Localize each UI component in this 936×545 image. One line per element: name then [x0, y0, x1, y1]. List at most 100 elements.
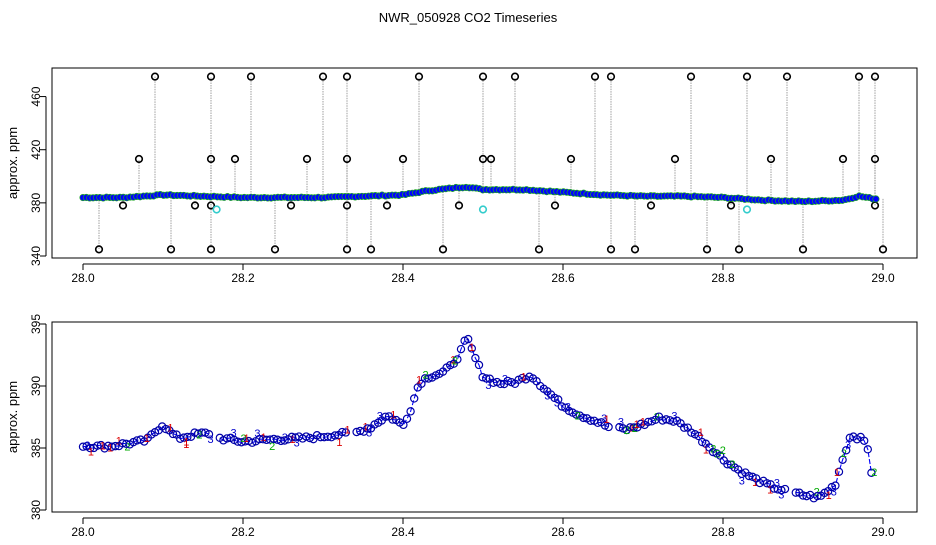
- top-outlier-point: [342, 72, 352, 81]
- bottom-data-point: [280, 436, 289, 445]
- top-y-tick-label: 380: [29, 193, 43, 213]
- bottom-data-point: [402, 414, 412, 423]
- top-flagged-point: [212, 205, 221, 214]
- top-x-tick-label: 28.2: [231, 271, 255, 285]
- bottom-point-label: 1: [336, 437, 342, 449]
- bottom-y-axis-label: approx. ppm: [5, 381, 20, 453]
- bottom-data-point: [474, 360, 484, 370]
- bottom-point-label: 3: [254, 428, 260, 440]
- top-flagged-point: [742, 205, 752, 214]
- bottom-point-label: 2: [575, 410, 581, 422]
- bottom-data-point: [424, 374, 433, 383]
- bottom-x-tick-label: 28.0: [71, 525, 95, 539]
- top-baseline-point: [872, 195, 880, 203]
- bottom-point-label: 1: [344, 424, 350, 436]
- bottom-data-point: [744, 471, 754, 481]
- top-outlier-point: [206, 154, 216, 164]
- bottom-point-label: 3: [554, 397, 560, 409]
- bottom-point-label: 3: [502, 374, 508, 386]
- top-panel: approx. ppm 28.0 28.2 28.4 28.6 28.8 29.0 340 3…: [5, 67, 918, 285]
- bottom-point-label: 1: [167, 423, 173, 435]
- top-outlier-point: [510, 72, 520, 81]
- bottom-axes: 28.0 28.2 28.4 28.6 28.8 29.0 380 385 390 395: [29, 314, 895, 539]
- bottom-data-point: [593, 418, 603, 428]
- top-outlier-point: [550, 201, 560, 210]
- bottom-data-point: [85, 443, 95, 453]
- top-outlier-point: [118, 201, 128, 210]
- bottom-data-point: [557, 402, 567, 411]
- bottom-x-tick-label: 28.8: [711, 525, 735, 539]
- bottom-point-label: 1: [767, 485, 773, 497]
- top-outlier-point: [206, 245, 216, 254]
- bottom-data-point: [604, 422, 613, 432]
- bottom-data-point: [831, 481, 840, 490]
- bottom-point-label: 3: [618, 416, 624, 428]
- bottom-data-point: [838, 455, 847, 465]
- top-outlier-point: [590, 72, 600, 81]
- top-outlier-point: [438, 245, 448, 254]
- top-y-axis-label: approx. ppm: [5, 127, 20, 199]
- bottom-data-point: [780, 484, 790, 494]
- top-axes: 28.0 28.2 28.4 28.6 28.8 29.0 340 380 420 460: [29, 86, 895, 285]
- bottom-point-label: 2: [240, 433, 246, 445]
- bottom-data-point: [834, 467, 844, 476]
- top-outlier-point: [398, 154, 408, 164]
- bottom-data-point: [791, 488, 801, 497]
- top-outlier-point: [382, 201, 392, 210]
- bottom-point-label: 3: [294, 438, 300, 450]
- bottom-point-label: 3: [845, 440, 851, 452]
- top-flagged-markers: [212, 205, 752, 214]
- bottom-point-label: 2: [710, 444, 716, 456]
- bottom-point-label: 2: [624, 425, 630, 437]
- bottom-point-label: 2: [841, 448, 847, 460]
- bottom-data-point: [662, 415, 671, 424]
- bottom-data-point: [406, 407, 415, 416]
- bottom-series-line: [82, 338, 872, 499]
- bottom-data-point: [471, 353, 480, 363]
- bottom-point-label: 3: [831, 486, 837, 498]
- bottom-point-label: 2: [720, 445, 726, 457]
- top-outlier-point: [670, 154, 680, 164]
- bottom-series-line-segment: [795, 435, 872, 499]
- bottom-point-label: 2: [632, 423, 638, 435]
- bottom-data-point: [204, 430, 214, 439]
- bottom-point-label: 3: [601, 413, 607, 425]
- top-outlier-point: [686, 72, 696, 81]
- top-outlier-point: [606, 72, 616, 81]
- bottom-data-point: [356, 426, 365, 436]
- bottom-point-label: 2: [269, 441, 275, 453]
- top-outlier-point: [270, 245, 280, 254]
- bottom-point-label: 3: [774, 478, 780, 490]
- bottom-data-point: [341, 428, 350, 437]
- top-y-tick-label: 340: [29, 246, 43, 266]
- bottom-point-label: 1: [826, 490, 832, 502]
- bottom-data-point: [338, 427, 347, 437]
- top-x-tick-label: 28.4: [391, 271, 415, 285]
- top-outlier-point: [734, 245, 744, 254]
- bottom-data-point: [183, 432, 192, 442]
- bottom-x-tick-label: 28.4: [391, 525, 415, 539]
- top-outlier-point: [230, 154, 240, 164]
- top-outlier-point: [246, 72, 256, 81]
- bottom-x-tick-label: 28.2: [231, 525, 255, 539]
- bottom-y-tick-label: 380: [29, 500, 43, 520]
- bottom-point-label: 1: [698, 427, 704, 439]
- bottom-point-label: 1: [416, 374, 422, 386]
- bottom-point-label: 1: [629, 422, 635, 434]
- bottom-data-point: [456, 344, 466, 354]
- bottom-x-tick-label: 29.0: [871, 525, 895, 539]
- bottom-point-label: 1: [640, 417, 646, 429]
- bottom-point-label: 3: [739, 475, 745, 487]
- top-outlier-point: [206, 201, 216, 210]
- top-y-tick-label: 420: [29, 139, 43, 159]
- bottom-point-label: 1: [107, 443, 113, 455]
- bottom-data-point: [467, 344, 476, 353]
- bottom-data-point: [496, 379, 505, 389]
- bottom-data-point: [388, 415, 397, 424]
- top-outlier-point: [206, 72, 216, 81]
- bottom-point-label: 2: [871, 467, 877, 479]
- bottom-point-label: 3: [377, 410, 383, 422]
